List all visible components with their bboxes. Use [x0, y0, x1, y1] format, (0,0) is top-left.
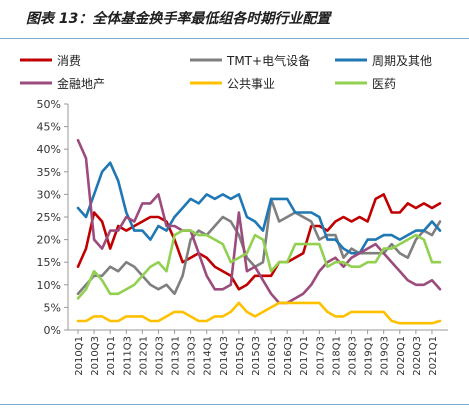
legend-label: 医药 [372, 77, 396, 91]
x-tick-label: 2013Q3 [187, 336, 198, 376]
series-line [76, 229, 442, 300]
x-tick-label: 2021Q1 [428, 336, 439, 376]
legend-label: 金融地产 [57, 76, 105, 91]
x-tick-label: 2017Q3 [315, 336, 326, 376]
y-tick-label: 40% [37, 143, 61, 156]
y-tick-label: 20% [37, 234, 61, 247]
x-tick-label: 2015Q1 [235, 336, 246, 376]
bottom-divider [0, 404, 469, 405]
y-tick-label: 0% [44, 324, 61, 337]
x-tick-label: 2019Q3 [380, 336, 391, 376]
y-tick-label: 35% [37, 166, 61, 179]
x-tick-label: 2018Q1 [331, 336, 342, 376]
x-tick-label: 2019Q1 [364, 336, 375, 376]
y-tick-label: 50% [37, 98, 61, 111]
x-tick-label: 2016Q3 [283, 336, 294, 376]
x-tick-label: 2014Q3 [219, 336, 230, 376]
y-tick-label: 5% [44, 301, 61, 314]
legend-label: 消费 [57, 54, 81, 68]
x-tick-label: 2020Q1 [396, 336, 407, 376]
y-tick-label: 25% [37, 211, 61, 224]
y-tick-label: 10% [37, 279, 61, 292]
x-tick-label: 2012Q1 [138, 336, 149, 376]
legend-label: 周期及其他 [372, 54, 432, 68]
x-tick-label: 2011Q3 [122, 336, 133, 376]
figure-title-bar: 图表 13：全体基金换手率最低组各时期行业配置 [0, 0, 469, 38]
figure-title: 图表 13：全体基金换手率最低组各时期行业配置 [26, 11, 331, 27]
x-tick-label: 2014Q1 [203, 336, 214, 376]
legend-label: 公共事业 [227, 77, 275, 91]
y-tick-label: 45% [37, 121, 61, 134]
legend-label: TMT+电气设备 [226, 53, 310, 68]
series-line [76, 301, 442, 325]
x-tick-label: 2017Q1 [299, 336, 310, 376]
x-tick-label: 2018Q3 [348, 336, 359, 376]
x-tick-label: 2011Q1 [106, 336, 117, 376]
x-tick-label: 2013Q1 [171, 336, 182, 376]
y-tick-label: 15% [37, 256, 61, 269]
series-line [76, 197, 442, 296]
x-tick-label: 2016Q1 [267, 336, 278, 376]
x-tick-label: 2020Q3 [412, 336, 423, 376]
x-tick-label: 2010Q3 [90, 336, 101, 376]
title-divider [0, 38, 469, 39]
y-tick-label: 30% [37, 188, 61, 201]
series-line [76, 138, 442, 305]
x-tick-label: 2015Q3 [251, 336, 262, 376]
x-tick-label: 2010Q1 [74, 336, 85, 376]
x-tick-label: 2012Q3 [154, 336, 165, 376]
series-line [76, 161, 442, 255]
